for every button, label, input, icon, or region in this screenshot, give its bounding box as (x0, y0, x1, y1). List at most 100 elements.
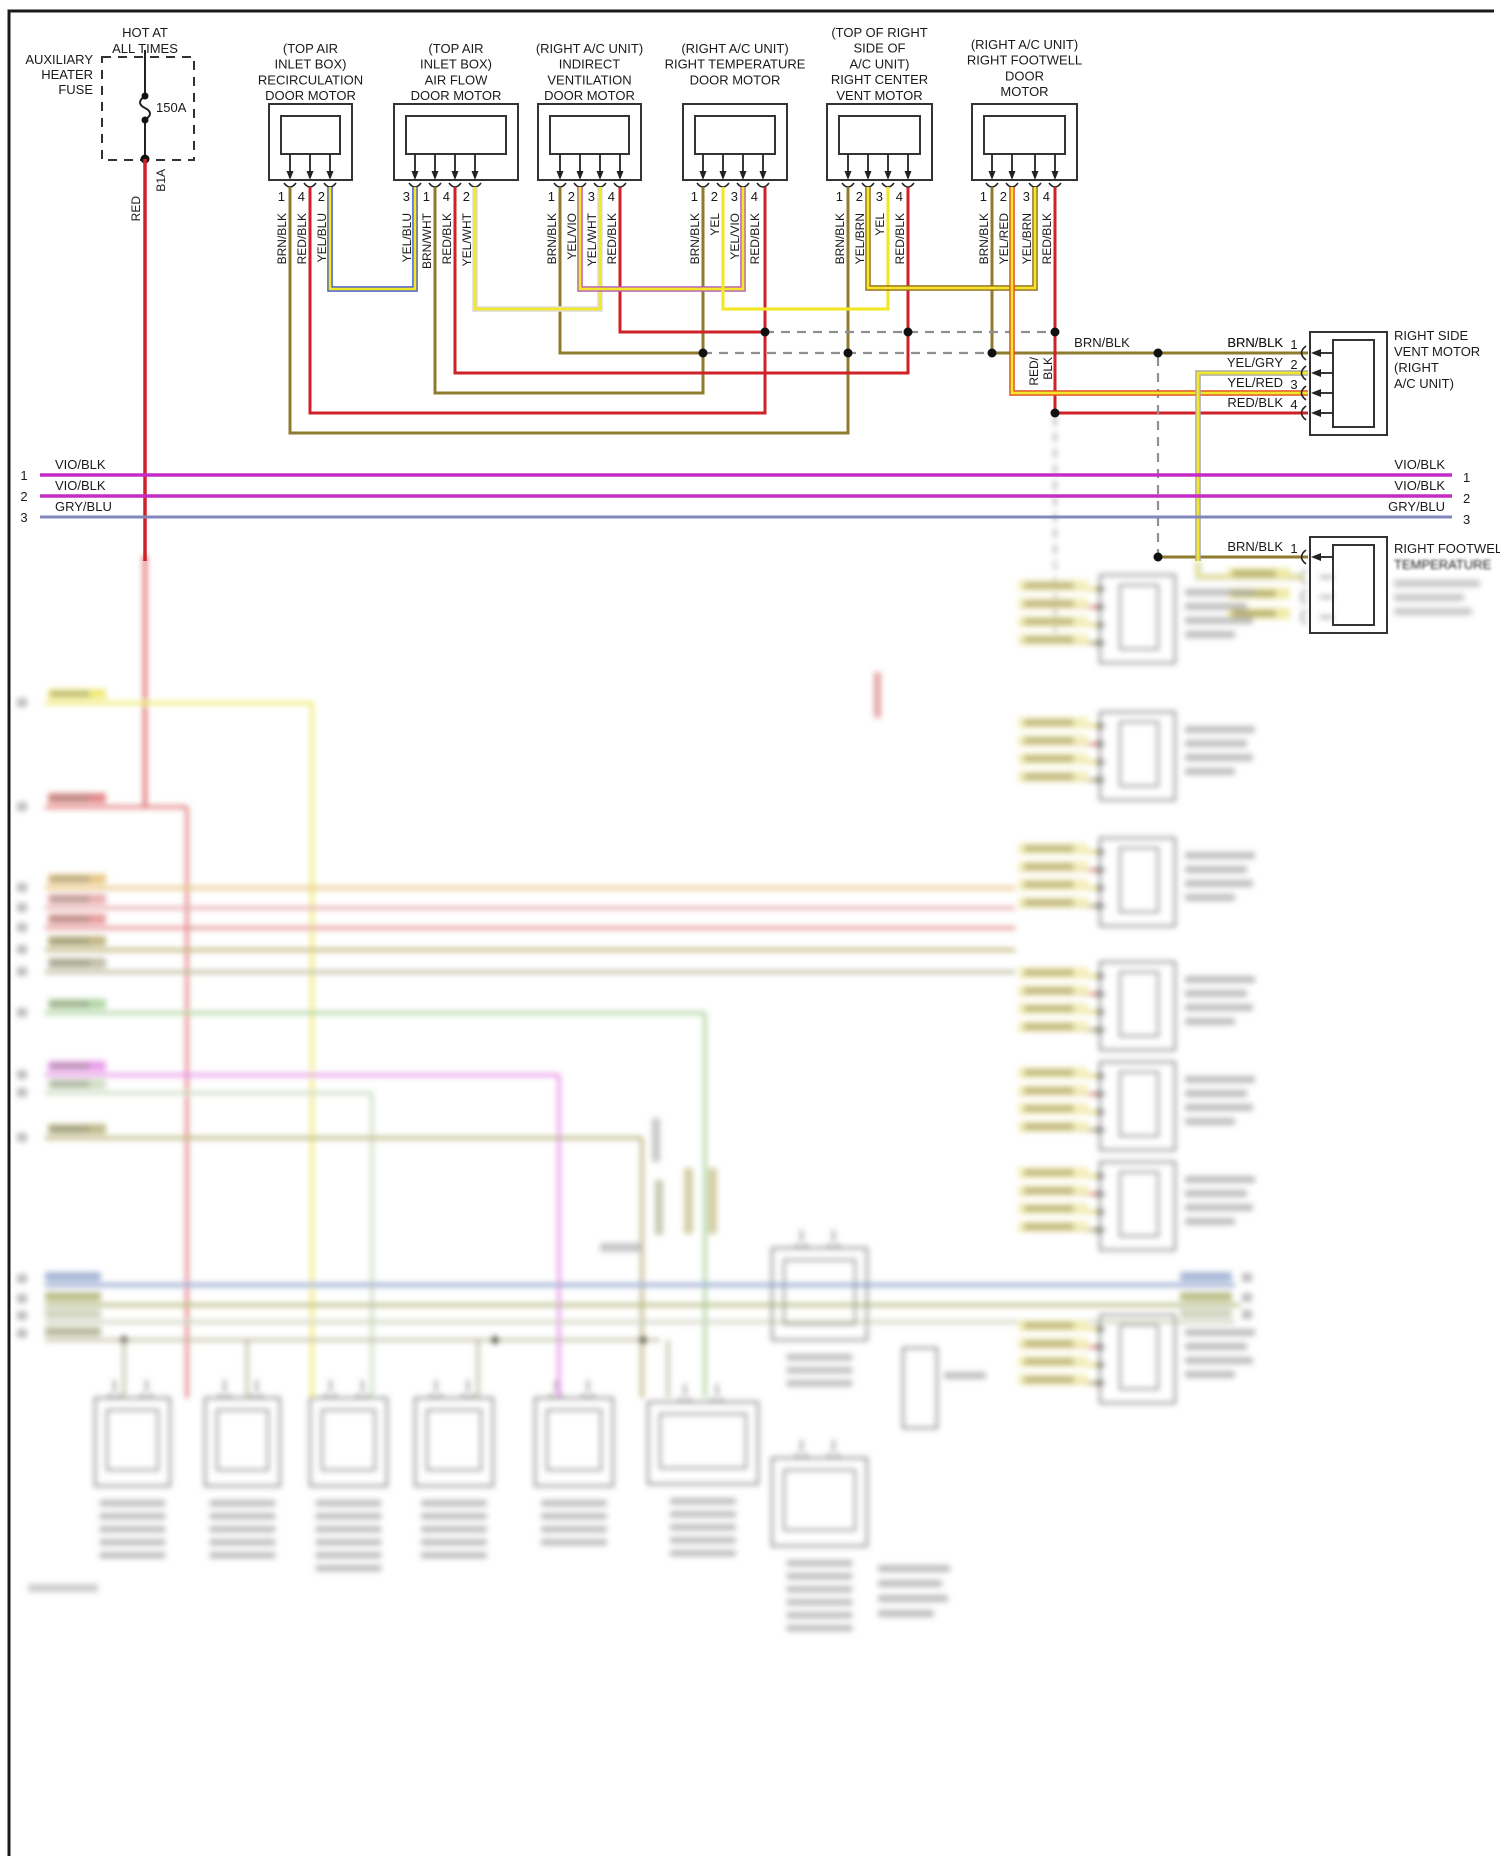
pin-arrow-icon (471, 171, 479, 180)
blurred-text-blob (315, 1513, 382, 1520)
fuse-rating: 150A (156, 100, 187, 115)
terminal-bracket (841, 182, 855, 188)
splice-dot (491, 1336, 499, 1344)
blurred-text-blob (17, 967, 27, 976)
blurred-text-blob (421, 1539, 487, 1546)
blurred-text-blob (17, 698, 27, 707)
terminal-bracket (901, 182, 915, 188)
blurred-text-blob (50, 795, 90, 801)
splice-dot (843, 348, 853, 358)
pin-arrow-icon (306, 171, 314, 180)
blurred-text-blob (209, 1526, 276, 1533)
terminal-bracket (428, 182, 442, 188)
pin-number: 1 (980, 189, 987, 204)
blurred-text-blob (1185, 1076, 1255, 1083)
pin-arrow-icon (576, 171, 584, 180)
pin-number: 4 (896, 189, 903, 204)
blurred-text-blob (1024, 755, 1074, 762)
pin-number: 4 (298, 189, 305, 204)
blurred-text-blob (50, 691, 90, 697)
splice-dot (639, 1336, 647, 1344)
bus-label-right: GRY/BLU (1388, 499, 1445, 514)
blurred-text-blob (1185, 589, 1255, 596)
blurred-text-blob (1185, 617, 1253, 624)
blurred-text-blob (1185, 1090, 1247, 1097)
pin-number: 2 (318, 189, 325, 204)
wire-label: RED/BLK (748, 213, 762, 264)
top-connector-2: (RIGHT A/C UNIT)INDIRECTVENTILATIONDOOR … (536, 41, 643, 266)
circuit-id: B1A (154, 169, 168, 192)
wire (139, 1393, 154, 1399)
pin-arrow-icon (739, 171, 747, 180)
blurred-text-blob (1185, 1004, 1253, 1011)
blurred-text-blob (315, 1526, 382, 1533)
blurred-text-blob (99, 1513, 166, 1520)
wire (355, 1393, 370, 1399)
blurred-text-blob (209, 1552, 276, 1559)
wire-label: YEL (708, 213, 722, 236)
pin-number: 2 (856, 189, 863, 204)
terminal-bracket (573, 182, 587, 188)
pin-number: 3 (1290, 377, 1297, 392)
blurred-text-blob (1024, 1376, 1074, 1383)
connector-title: INLET BOX) (420, 57, 492, 72)
connector-outline (1309, 331, 1388, 436)
wire-label: YEL/BLU (315, 213, 329, 262)
wire (678, 1397, 692, 1403)
wire (549, 1393, 563, 1399)
blurred-text-blob (1394, 594, 1464, 601)
pin-number: 4 (608, 189, 615, 204)
pin-number: 4 (1043, 189, 1050, 204)
wire (794, 1243, 809, 1249)
terminal-bracket (716, 182, 730, 188)
pin-arrow-icon (864, 171, 872, 180)
blurred-text-blob (99, 1552, 166, 1559)
connector-title: RIGHT FOOTWELL (967, 53, 1082, 68)
connector-outline (1309, 536, 1388, 634)
blurred-text-blob (878, 1580, 942, 1587)
pin-number: 1 (278, 189, 285, 204)
pin-number: 1 (1290, 541, 1297, 556)
pin-number: 2 (1290, 357, 1297, 372)
blurred-text-blob (209, 1500, 276, 1507)
wire-yellow (328, 187, 417, 291)
blurred-text-blob (209, 1539, 276, 1546)
fuse-name: HEATER (41, 67, 93, 82)
blurred-text-blob (1180, 1292, 1232, 1301)
connector-title: (RIGHT (1394, 360, 1439, 375)
blurred-text-blob (17, 883, 27, 892)
wire-label: BRN/BLK (545, 213, 559, 264)
blurred-text-blob (541, 1539, 607, 1546)
blurred-text-blob (1185, 1104, 1253, 1111)
pin-arrow-icon (616, 171, 624, 180)
blurred-text-blob (17, 1294, 27, 1303)
wire-label: YEL/BRN (853, 213, 867, 264)
wire-redblk (308, 187, 767, 415)
fuse-element (139, 95, 151, 121)
splice-dot (1050, 408, 1060, 418)
terminal-bracket (448, 182, 462, 188)
wire-label: YEL (873, 213, 887, 236)
terminal-bracket (1300, 365, 1307, 381)
blurred-text-blob (786, 1573, 853, 1580)
terminal-bracket (756, 182, 770, 188)
wire-label: RED/BLK (1227, 395, 1283, 410)
wire-redblk (453, 187, 910, 375)
terminal-bracket (468, 182, 482, 188)
wire (217, 1393, 232, 1399)
connector-title: DOOR MOTOR (544, 88, 635, 103)
motor-body (838, 115, 921, 155)
terminal-bracket (861, 182, 875, 188)
blurred-text-blob (878, 1595, 948, 1602)
pin-arrow-icon (556, 171, 564, 180)
splice-dot (987, 348, 997, 358)
blurred-text-blob (209, 1513, 276, 1520)
wire-label: YEL/VIO (728, 213, 742, 260)
blurred-text-blob (1185, 990, 1247, 997)
blurred-text-blob (1024, 1023, 1074, 1030)
blurred-text-blob (786, 1599, 853, 1606)
blurred-text-blob (1024, 863, 1074, 870)
